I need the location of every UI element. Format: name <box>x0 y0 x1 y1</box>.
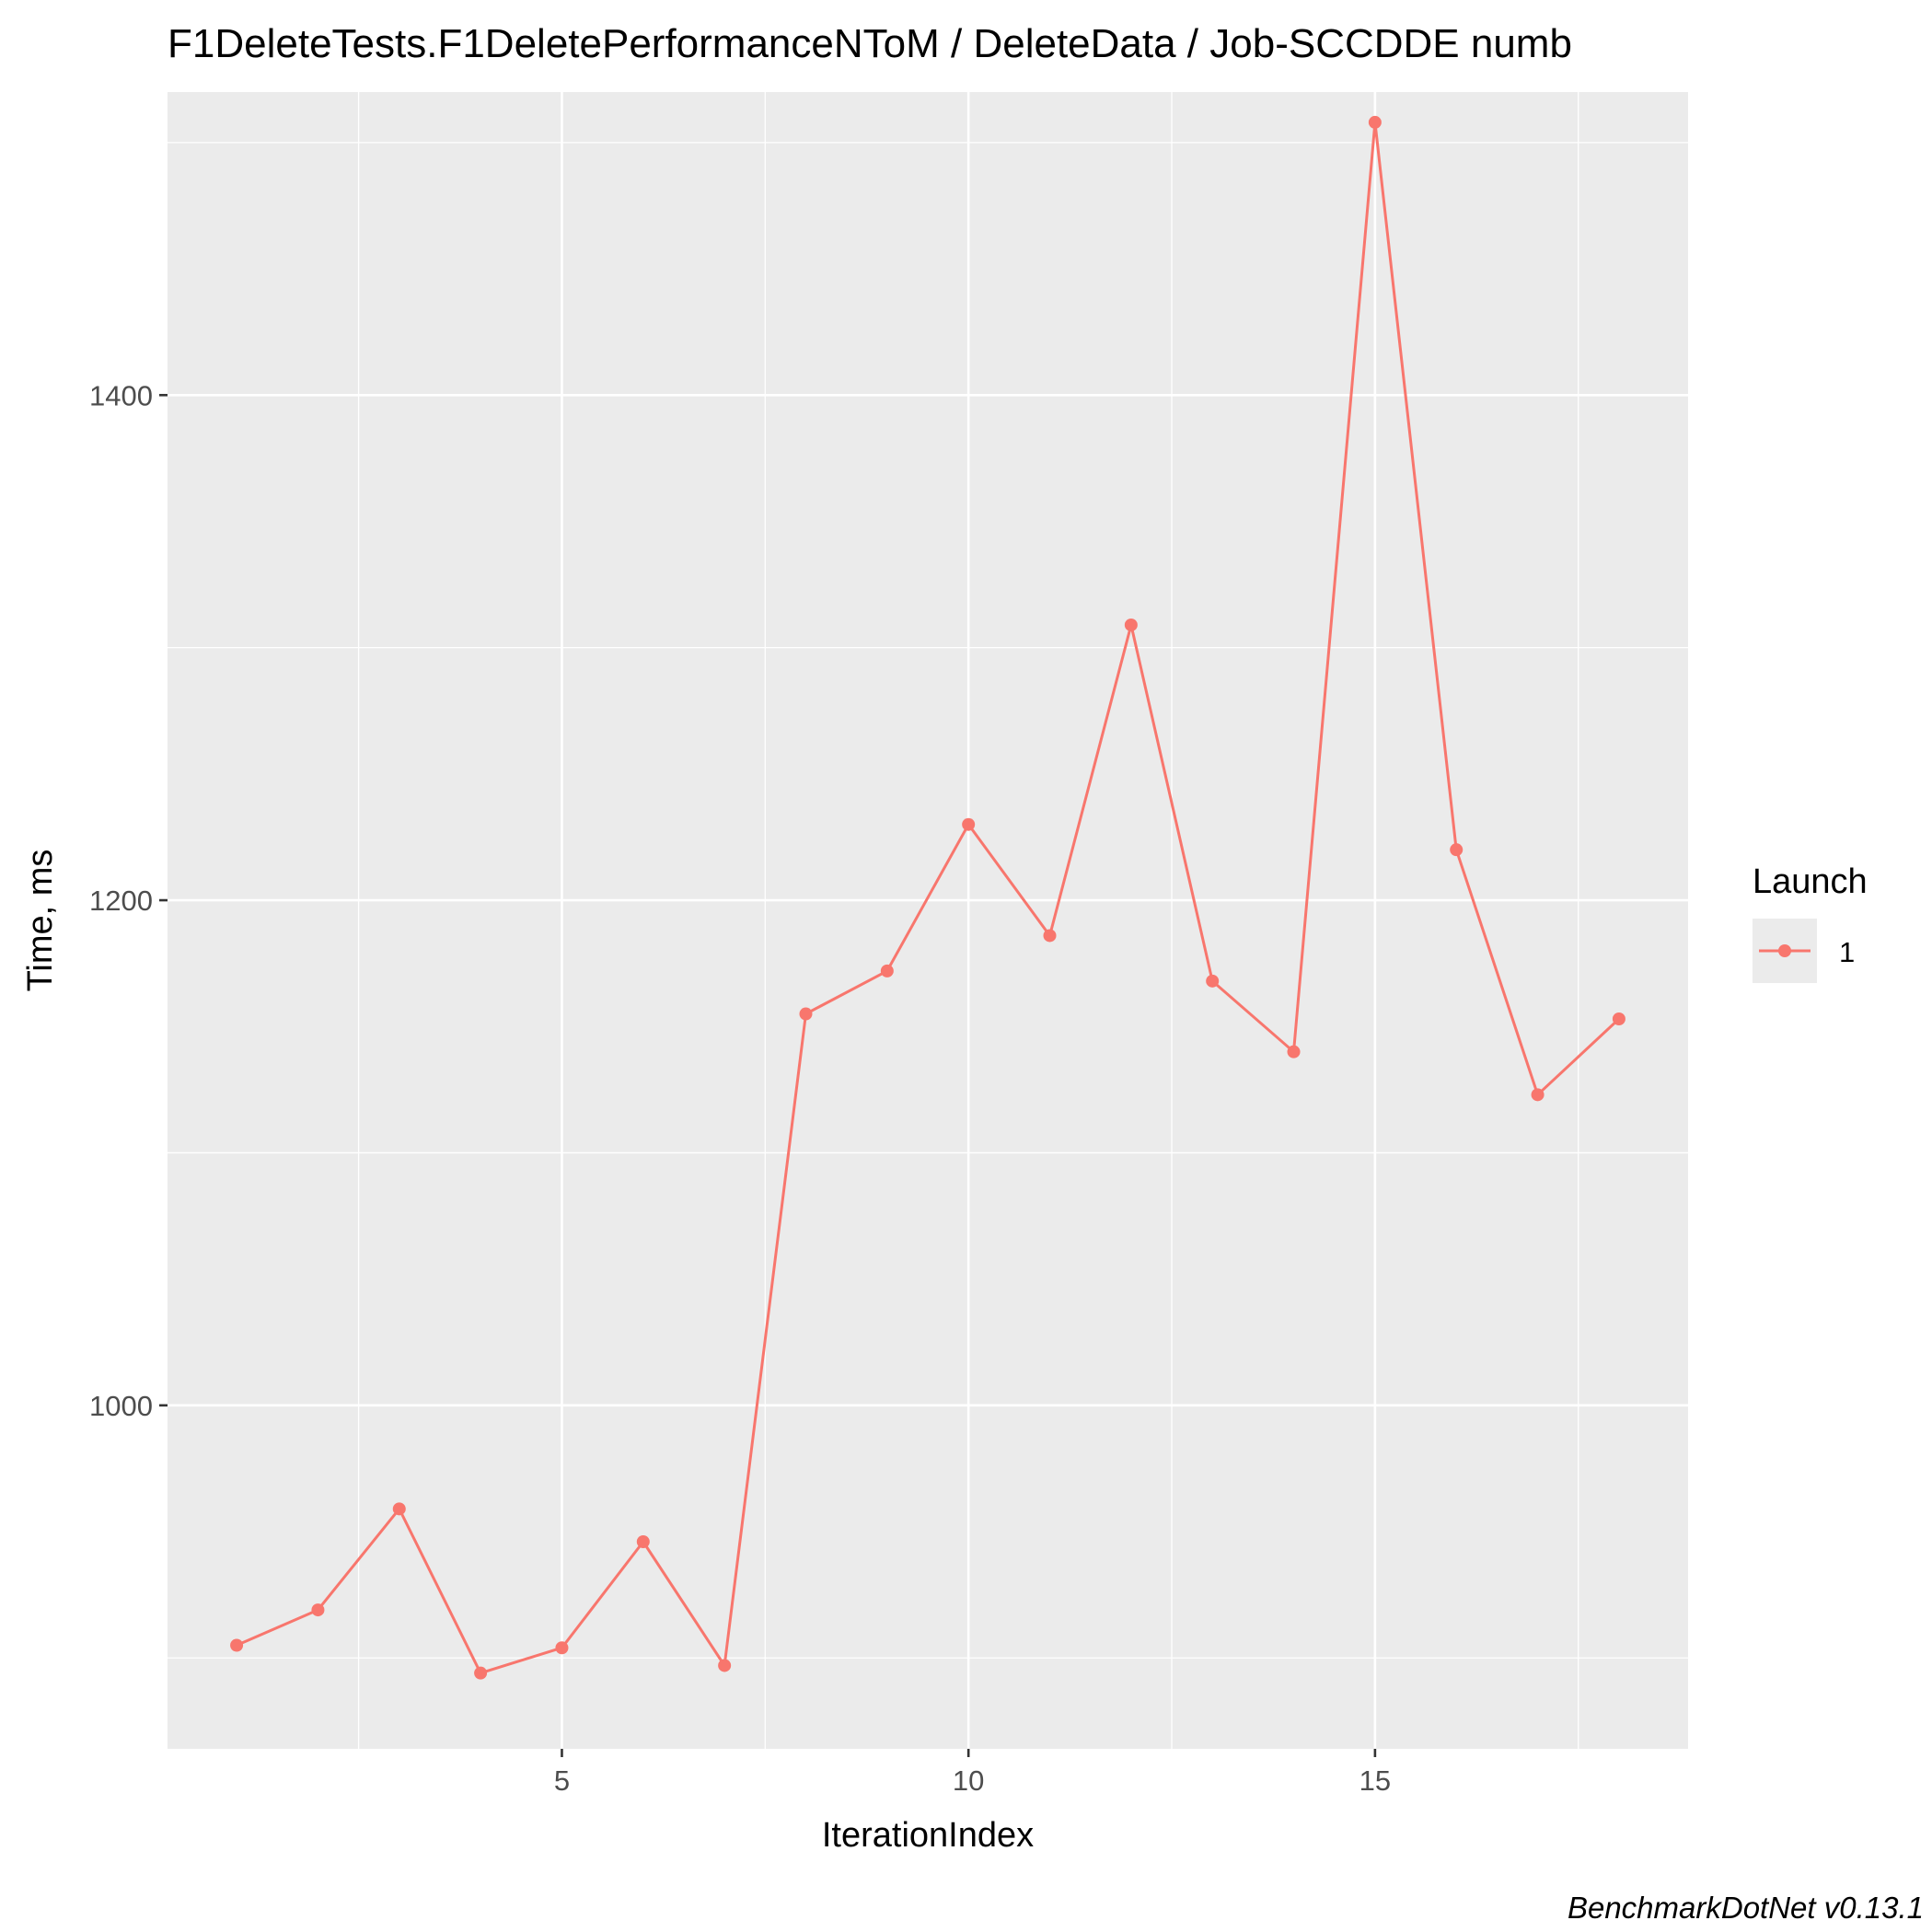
x-tick-label: 10 <box>953 1764 984 1797</box>
legend: Launch 1 <box>1753 862 1868 983</box>
y-axis-title: Time, ms <box>21 850 60 992</box>
y-tick-label: 1000 <box>89 1390 153 1422</box>
x-axis-ticks: 5 10 15 <box>554 1749 1391 1797</box>
y-axis-ticks: 1000 1200 1400 <box>89 379 168 1422</box>
data-point <box>474 1666 488 1680</box>
y-tick-label: 1400 <box>89 379 153 411</box>
minor-gridlines <box>168 92 1688 1749</box>
data-point <box>555 1641 569 1655</box>
caption: BenchmarkDotNet v0.13.1 <box>1568 1891 1924 1925</box>
series-layer <box>230 115 1625 1680</box>
y-tick-label: 1200 <box>89 885 153 917</box>
legend-title: Launch <box>1753 862 1868 901</box>
data-point <box>880 964 894 978</box>
x-tick-label: 5 <box>554 1764 570 1797</box>
data-point <box>718 1659 732 1672</box>
data-point <box>799 1007 813 1021</box>
data-point <box>1612 1012 1625 1026</box>
chart-title: F1DeleteTests.F1DeletePerformanceNToM / … <box>168 21 1572 66</box>
data-point <box>1287 1045 1301 1059</box>
series-line <box>236 121 1620 1675</box>
x-axis-title: IterationIndex <box>822 1816 1034 1855</box>
data-point <box>1450 843 1463 857</box>
data-point <box>230 1638 244 1652</box>
plot-panel <box>168 92 1688 1749</box>
data-point <box>636 1535 650 1548</box>
data-point <box>1043 929 1057 943</box>
legend-label-series-1: 1 <box>1839 936 1855 968</box>
data-point <box>1206 974 1220 988</box>
data-point <box>392 1502 406 1516</box>
legend-key-point <box>1778 944 1791 957</box>
data-point <box>1124 618 1138 631</box>
data-point <box>1531 1088 1544 1102</box>
data-point <box>962 817 976 831</box>
data-point <box>311 1603 325 1617</box>
data-point <box>1368 115 1382 129</box>
x-tick-label: 15 <box>1359 1764 1391 1797</box>
